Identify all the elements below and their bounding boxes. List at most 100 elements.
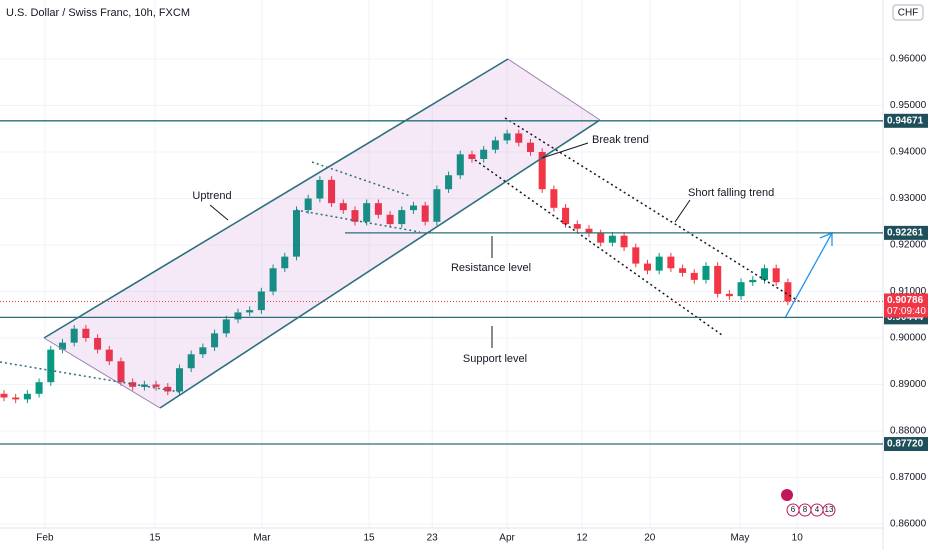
- candle-body: [667, 256, 675, 269]
- pointer: [209, 204, 229, 221]
- candle-body: [35, 382, 43, 394]
- x-tick-label: 15: [149, 533, 161, 544]
- falling-upper: [504, 117, 801, 303]
- candle-body: [187, 354, 195, 369]
- candle-body: [690, 272, 698, 280]
- x-tick-label: 15: [363, 533, 375, 544]
- candle-body: [503, 133, 511, 141]
- annotation: Uptrend: [192, 190, 231, 202]
- level-label: 0.92261: [887, 228, 924, 239]
- pointer: [541, 142, 589, 159]
- level-box: [884, 113, 928, 128]
- annotation: Break trend: [592, 134, 649, 146]
- candle-body: [12, 397, 20, 400]
- price-axis: [883, 0, 932, 550]
- x-tick-label: 23: [427, 533, 439, 544]
- y-tick-label: 0.92000: [890, 240, 927, 251]
- candle-body: [351, 210, 359, 222]
- badges: 6 8 4 13: [781, 489, 836, 517]
- y-tick-label: 0.95000: [890, 100, 927, 111]
- candle-body: [456, 154, 464, 176]
- candle-body: [211, 333, 219, 348]
- candle-body: [772, 268, 780, 283]
- annotation: Support level: [463, 353, 527, 365]
- candle-body: [246, 310, 254, 313]
- candle-body: [386, 214, 394, 225]
- candle-body: [374, 203, 382, 215]
- candle-body: [445, 175, 453, 190]
- badge-label: 4: [815, 505, 820, 514]
- annotation: Short falling trend: [688, 187, 774, 199]
- last-price-label: 0.90786: [887, 295, 924, 306]
- y-tick-label: 0.94000: [890, 147, 927, 158]
- candle-body: [363, 203, 371, 222]
- falling-lower: [474, 159, 723, 336]
- candle-body: [562, 207, 570, 225]
- y-tick-label: 0.96000: [890, 54, 927, 65]
- candle-body: [269, 268, 277, 292]
- currency-box[interactable]: [892, 4, 924, 21]
- badge-icon: [781, 489, 793, 501]
- candle-body: [597, 233, 605, 243]
- channel-edge: [507, 58, 601, 121]
- candle-body: [421, 205, 429, 222]
- projection-arrow: [784, 232, 833, 319]
- candle-body: [655, 256, 663, 271]
- candle-body: [0, 393, 8, 398]
- currency[interactable]: CHF: [898, 8, 919, 19]
- candle-body: [47, 349, 55, 383]
- y-tick-label: 0.91000: [890, 286, 927, 297]
- candle-body: [292, 210, 300, 257]
- candle-body: [164, 386, 172, 392]
- badge-label: 8: [803, 505, 808, 514]
- candle-body: [281, 256, 289, 269]
- candle-body: [433, 189, 441, 222]
- drawings: [0, 58, 833, 409]
- level-label: 0.94671: [887, 115, 924, 126]
- candle-body: [129, 382, 137, 387]
- candle-body: [82, 328, 90, 339]
- dotted-line: [295, 209, 421, 233]
- candle-body: [643, 263, 651, 271]
- level-label: 0.87720: [887, 439, 924, 450]
- channel-lower: [159, 119, 601, 409]
- pointer: [674, 199, 691, 223]
- x-tick-label: Feb: [36, 533, 54, 544]
- countdown: 07:09:40: [887, 306, 926, 317]
- chart-title: U.S. Dollar / Swiss Franc, 10h, FXCM: [6, 7, 190, 19]
- candle-body: [58, 342, 66, 350]
- badge: [822, 503, 836, 517]
- annotation: Resistance level: [451, 262, 531, 274]
- dotted-line: [311, 161, 411, 197]
- candle-body: [257, 291, 265, 311]
- candle-body: [608, 235, 616, 243]
- candle-body: [725, 293, 733, 297]
- candle-body: [573, 224, 581, 229]
- y-tick-label: 0.89000: [890, 379, 927, 390]
- x-tick-label: 12: [576, 533, 588, 544]
- candle-body: [398, 210, 406, 225]
- candle-body: [234, 312, 242, 320]
- candle-body: [94, 338, 102, 350]
- y-tick-label: 0.86000: [890, 519, 927, 530]
- candle-body: [409, 205, 417, 211]
- candle-body: [737, 282, 745, 297]
- last-price-box: [884, 293, 928, 318]
- candle-body: [468, 154, 476, 159]
- badge-label: 13: [825, 505, 834, 514]
- y-tick-label: 0.90000: [890, 333, 927, 344]
- level-box: [884, 225, 928, 240]
- candle-body: [749, 279, 757, 283]
- channel-edge: [43, 337, 161, 409]
- candle-body: [526, 142, 534, 153]
- candle-body: [222, 319, 230, 334]
- candle-body: [70, 328, 78, 343]
- level-label: 0.90444: [887, 312, 924, 323]
- level-box: [884, 437, 928, 452]
- x-tick-label: 10: [792, 533, 804, 544]
- badge-label: 6: [791, 505, 796, 514]
- candle-body: [23, 393, 31, 400]
- candle-body: [491, 140, 499, 150]
- candle-body: [714, 265, 722, 294]
- y-tick-label: 0.88000: [890, 426, 927, 437]
